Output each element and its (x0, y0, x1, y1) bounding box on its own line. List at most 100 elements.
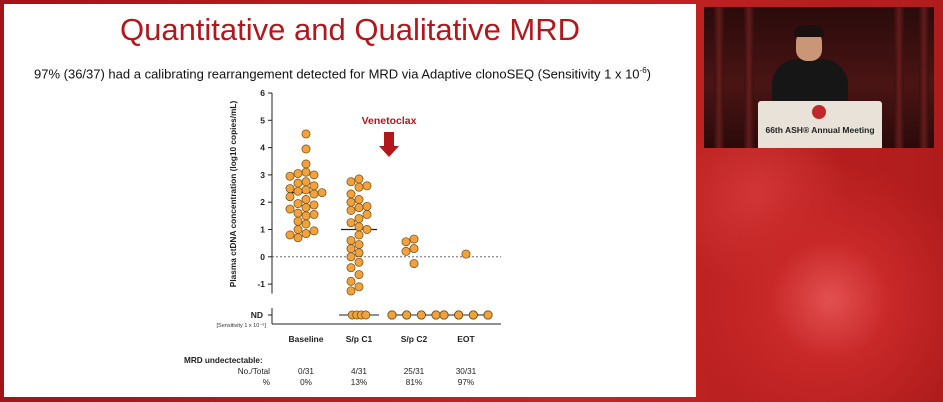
ash-logo-icon (812, 105, 826, 119)
data-point (301, 203, 311, 213)
data-point (354, 230, 364, 240)
subtitle-end: ) (646, 66, 652, 82)
data-point (354, 282, 364, 292)
data-point (409, 244, 419, 254)
y-axis-title: Plasma ctDNA concentration (log10 copies… (228, 101, 238, 288)
mrd-count-cell: 0/31 (298, 367, 314, 376)
data-point (346, 177, 356, 187)
data-point (301, 177, 311, 187)
subtitle-exponent: -6 (639, 66, 647, 75)
mrd-scatter-chart: 6 5 4 3 2 1 0 -1 ND [Sensitivity 1 x 10⁻⁶] Plasma … (184, 88, 501, 387)
y-tick-label: 3 (260, 170, 265, 180)
y-tick-label: 6 (260, 88, 265, 98)
data-point (301, 129, 311, 139)
y-tick-label: 0 (260, 252, 265, 262)
y-tick-label: 1 (260, 225, 265, 235)
data-point (362, 181, 372, 191)
mrd-percent-cell: 81% (406, 378, 422, 387)
speaker-hair (794, 25, 824, 37)
data-point (309, 226, 319, 236)
data-point (293, 199, 303, 209)
data-point (354, 203, 364, 213)
data-point (354, 195, 364, 204)
data-point (301, 211, 311, 221)
data-point (301, 229, 311, 239)
data-point (354, 182, 364, 192)
data-point (301, 195, 311, 204)
data-point (293, 208, 303, 218)
data-point (285, 204, 295, 214)
data-point (362, 225, 372, 234)
data-point (362, 201, 372, 211)
data-point (301, 167, 311, 177)
data-point (309, 170, 319, 180)
data-point (354, 222, 364, 232)
y-tick-label: 4 (260, 143, 265, 153)
x-category-label: Baseline (289, 334, 324, 344)
podium-text: 66th ASH® Annual Meeting (765, 125, 875, 135)
mrd-row-label-percent: % (263, 378, 270, 387)
data-point (354, 257, 364, 267)
data-point (293, 186, 303, 196)
data-point (354, 214, 364, 224)
nd-data-point (483, 310, 493, 320)
nd-data-point (439, 310, 449, 320)
data-point (409, 259, 419, 269)
data-point (346, 205, 356, 215)
speaker-video: 66th ASH® Annual Meeting (704, 7, 934, 148)
nd-label: ND (251, 310, 263, 320)
data-point (354, 174, 364, 184)
mrd-table-header: MRD undectectable: (184, 356, 263, 365)
nd-data-point (468, 310, 478, 320)
nd-data-point (402, 310, 412, 320)
slide: Quantitative and Qualitative MRD 97% (36… (4, 4, 696, 397)
data-point (301, 144, 311, 154)
data-point (346, 235, 356, 245)
venetoclax-arrow-icon (379, 132, 399, 157)
data-point (309, 181, 319, 191)
data-point (285, 192, 295, 202)
data-point (346, 197, 356, 207)
podium: 66th ASH® Annual Meeting (758, 101, 882, 148)
data-point (309, 210, 319, 219)
nd-data-point (431, 310, 441, 320)
data-point (346, 276, 356, 286)
y-tick-label: 5 (260, 115, 265, 125)
data-point (301, 219, 311, 229)
data-point (285, 184, 295, 193)
nd-sublabel: [Sensitivity 1 x 10⁻⁶] (217, 322, 267, 329)
y-tick-label: -1 (257, 279, 265, 289)
mrd-percent-cell: 0% (300, 378, 312, 387)
mrd-row-label-count: No./Total (238, 367, 270, 376)
data-point (309, 200, 319, 210)
x-category-label: S/p C2 (401, 334, 428, 344)
data-point (346, 263, 356, 273)
mrd-count-cell: 4/31 (351, 367, 367, 376)
data-point (362, 210, 372, 219)
slide-title: Quantitative and Qualitative MRD (119, 12, 581, 47)
data-point (293, 178, 303, 188)
data-point (293, 169, 303, 178)
data-point (346, 218, 356, 228)
nd-data-point (416, 310, 426, 320)
data-point (354, 270, 364, 279)
data-point (461, 249, 471, 259)
x-category-label: EOT (457, 334, 475, 344)
nd-data-point (387, 310, 397, 320)
nd-data-point (454, 310, 464, 320)
x-category-label: S/p C1 (346, 334, 373, 344)
mrd-percent-cell: 13% (351, 378, 367, 387)
data-point (346, 244, 356, 254)
data-point (293, 233, 303, 243)
data-point (309, 189, 319, 199)
mrd-count-cell: 30/31 (456, 367, 477, 376)
data-point (401, 246, 411, 256)
data-point (401, 237, 411, 247)
curtain-fold (919, 7, 929, 148)
data-point (293, 216, 303, 226)
curtain-fold (714, 7, 724, 148)
curtain-fold (744, 7, 754, 148)
data-point (409, 234, 419, 244)
data-point (346, 189, 356, 199)
data-point (301, 159, 311, 169)
